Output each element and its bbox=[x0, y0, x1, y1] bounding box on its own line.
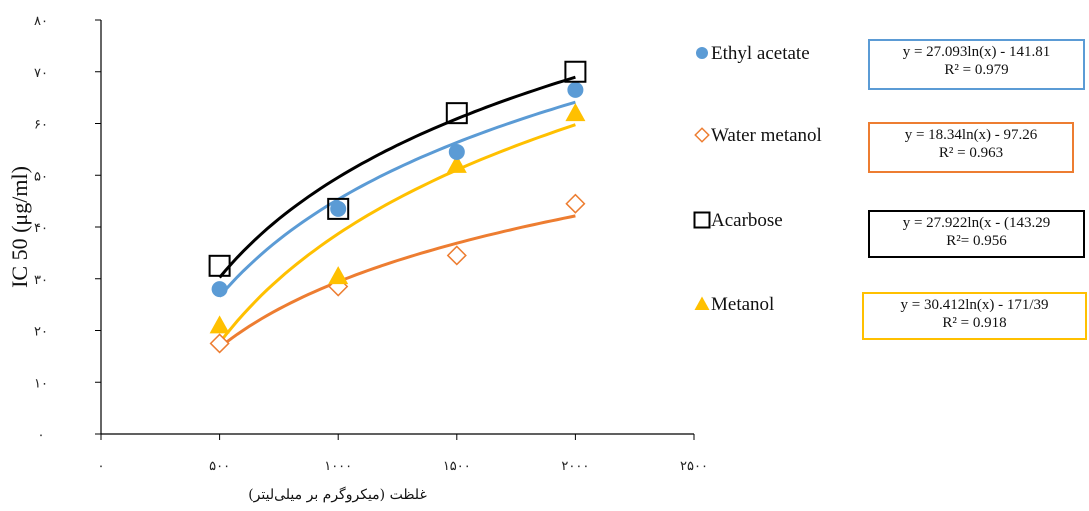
trendline-ethyl-acetate bbox=[218, 100, 576, 298]
trendline-equation: y = 27.093ln(x) - 141.81 bbox=[902, 44, 1051, 60]
data-point-ethyl-acetate bbox=[330, 200, 347, 217]
trendline-equation: y = 18.34ln(x) - 97.26 bbox=[904, 127, 1038, 143]
y-tick-label: ۷۰ bbox=[34, 66, 48, 81]
y-tick-label: ۲۰ bbox=[34, 325, 48, 340]
x-tick-label: ۱۵۰۰ bbox=[443, 459, 471, 474]
y-tick-label: ۳۰ bbox=[34, 273, 48, 288]
r-squared: R²= 0.956 bbox=[946, 233, 1007, 249]
equation-box: y = 27.093ln(x) - 141.81 R² = 0.979 bbox=[868, 39, 1085, 90]
trendlines bbox=[218, 75, 576, 349]
data-point-acarbose bbox=[327, 197, 350, 220]
legend-entry: Ethyl acetate bbox=[711, 43, 810, 64]
data-point-metanol bbox=[565, 103, 586, 122]
y-tick-label: ۴۰ bbox=[34, 221, 48, 236]
x-tick-label: ۱۰۰۰ bbox=[324, 459, 352, 474]
legend-marker bbox=[693, 211, 711, 229]
data-point-ethyl-acetate bbox=[448, 143, 465, 160]
data-point-acarbose bbox=[208, 254, 231, 277]
trendline-equation: y = 30.412ln(x) - 171/39 bbox=[900, 297, 1049, 313]
equation-box: y = 18.34ln(x) - 97.26 R² = 0.963 bbox=[868, 122, 1074, 173]
y-tick-label: ۵۰ bbox=[34, 169, 48, 184]
axes bbox=[95, 19, 695, 440]
equation-box: y = 30.412ln(x) - 171/39 R² = 0.918 bbox=[862, 292, 1087, 340]
x-tick-label: ۵۰۰ bbox=[209, 459, 230, 474]
x-tick-label: ۰ bbox=[98, 459, 105, 474]
legend: Ethyl acetate Water metanol Acarbose Metano… bbox=[693, 43, 822, 315]
legend-entry: Metanol bbox=[711, 294, 774, 315]
r-squared: R² = 0.918 bbox=[942, 315, 1007, 331]
data-point-water-metanol bbox=[446, 245, 467, 266]
y-tick-label: ۰ bbox=[38, 428, 45, 443]
x-tick-label: ۲۵۰۰ bbox=[680, 459, 708, 474]
trendline-acarbose bbox=[218, 75, 576, 279]
data-point-water-metanol bbox=[209, 333, 230, 354]
data-point-metanol bbox=[209, 315, 230, 334]
legend-marker bbox=[694, 127, 710, 143]
data-point-ethyl-acetate bbox=[211, 281, 228, 298]
data-point-water-metanol bbox=[565, 193, 586, 214]
trendline-metanol bbox=[218, 123, 576, 344]
equation-box: y = 27.922ln(x - (143.29 R²= 0.956 bbox=[868, 210, 1085, 258]
y-axis-label: IC 50 (μg/ml) bbox=[7, 166, 32, 288]
data-points bbox=[208, 60, 587, 354]
x-tick-label: ۲۰۰۰ bbox=[561, 459, 589, 474]
y-tick-label: ۱۰ bbox=[34, 376, 48, 391]
data-point-metanol bbox=[446, 154, 467, 173]
legend-marker bbox=[696, 47, 708, 59]
y-tick-label: ۸۰ bbox=[34, 14, 48, 29]
tick-labels: ۰ ۱۰ ۲۰ ۳۰ ۴۰ ۵۰ ۶۰ ۷۰ ۸۰ ۰ ۵۰۰ ۱۰۰۰ ۱۵۰۰ ۲۰۰۰ ۲۵۰۰ bbox=[34, 14, 708, 474]
y-tick-label: ۶۰ bbox=[34, 118, 48, 133]
trendline-equation: y = 27.922ln(x - (143.29 bbox=[902, 215, 1051, 231]
x-axis-label: غلظت (میکروگرم بر میلی‌لیتر) bbox=[248, 486, 427, 503]
legend-marker bbox=[694, 296, 710, 310]
trendline-water-metanol bbox=[218, 214, 576, 349]
r-squared: R² = 0.979 bbox=[944, 62, 1009, 78]
data-point-acarbose bbox=[445, 102, 468, 125]
r-squared: R² = 0.963 bbox=[938, 145, 1004, 161]
legend-entry: Acarbose bbox=[711, 210, 783, 231]
data-point-metanol bbox=[328, 266, 349, 285]
legend-entry: Water metanol bbox=[711, 125, 822, 146]
data-point-acarbose bbox=[564, 60, 587, 83]
data-point-ethyl-acetate bbox=[567, 81, 584, 98]
